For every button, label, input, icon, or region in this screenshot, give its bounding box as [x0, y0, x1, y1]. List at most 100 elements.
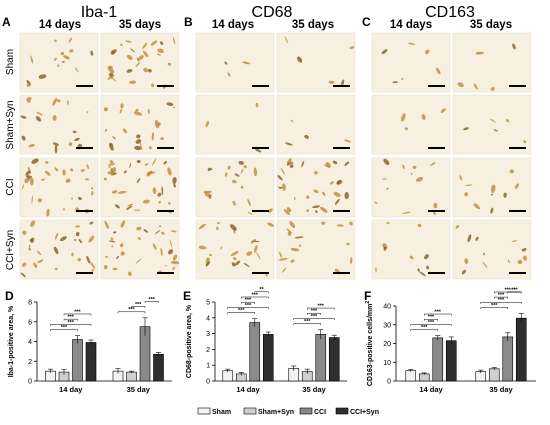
- panel-C-col-right: 35 days: [470, 19, 512, 31]
- scale-bar: [428, 85, 445, 87]
- y-tick-label: 2: [28, 359, 32, 366]
- scale-bar: [333, 85, 350, 87]
- micrograph-cd68-14d-cci: [195, 157, 275, 218]
- error-bar: [265, 331, 271, 337]
- significance-label: **: [259, 287, 264, 293]
- micrograph-cd68-14d-cci-syn: [195, 219, 275, 280]
- bar-sham-syn-1: [488, 368, 500, 382]
- significance-label: ***: [428, 315, 435, 321]
- significance-label: ***: [252, 292, 259, 298]
- micrograph-cd163-35d-cci-syn: [452, 219, 532, 280]
- micrograph-cd163-14d-cci: [371, 157, 451, 218]
- panel-A-title: Iba-1: [81, 4, 118, 21]
- panel-A-header: A Iba-1 14 days 35 days: [2, 4, 161, 31]
- significance-label: ***: [128, 307, 135, 313]
- chart-D: D 0 2 4 6 8 Iba-1-positive area, % 14 day 35 day…: [5, 289, 172, 394]
- significance-label: ***: [435, 309, 442, 315]
- error-bar: [129, 370, 134, 374]
- y-tick-label: 2: [206, 347, 210, 354]
- scale-bar: [252, 85, 269, 87]
- micrograph-cd163-14d-sham-syn: [371, 94, 451, 155]
- svg-text:Sham+Syn: Sham+Syn: [258, 409, 294, 416]
- scale-bar: [428, 210, 445, 212]
- error-bar: [238, 372, 244, 376]
- legend-item-cci-syn: CCI+Syn: [335, 407, 379, 416]
- significance-bracket: ***: [424, 309, 452, 316]
- bar-cci-1: [315, 334, 327, 382]
- significance-bracket: ***: [241, 298, 255, 304]
- panel-C-letter: C: [362, 15, 371, 29]
- scale-bar: [76, 272, 93, 274]
- error-bar: [478, 369, 484, 374]
- legend-item-sham-syn: Sham+Syn: [243, 407, 294, 416]
- micrograph-iba1-14d-sham-syn: [19, 94, 99, 155]
- bar-cci-syn-0: [445, 340, 457, 382]
- error-bar: [435, 335, 441, 341]
- error-bar: [75, 335, 80, 344]
- micrograph-iba1-35d-sham: [100, 32, 180, 93]
- significance-bracket: ***: [50, 320, 92, 326]
- panel-B-col-right: 35 days: [292, 19, 334, 31]
- y-axis-label: Iba-1-positive area, %: [8, 305, 15, 377]
- error-bar: [115, 368, 121, 374]
- row-labels: Sham Sham+Syn CCI CCI+Syn: [5, 49, 16, 270]
- panel-C-col-left: 14 days: [390, 19, 432, 31]
- error-bar: [291, 365, 297, 371]
- significance-bracket: ***: [63, 315, 78, 321]
- group-label: 14 day: [236, 385, 260, 394]
- micrograph-cd163-35d-cci: [452, 157, 532, 218]
- error-bar: [448, 336, 454, 345]
- chart-E: E 0 1 2 3 4 5 CD68-positive area, % 14 day 35 day…: [183, 287, 347, 394]
- micrograph-iba1-14d-cci: [19, 157, 99, 218]
- significance-bracket: *: [507, 287, 522, 294]
- micrograph-cd68-14d-sham: [195, 32, 275, 93]
- micrograph-cd163-14d-sham: [371, 32, 451, 93]
- micrograph-iba1-14d-cci-syn: [19, 219, 99, 280]
- y-axis-label: CD68-positive area, %: [186, 304, 193, 378]
- scale-bar: [76, 85, 93, 87]
- bar-cci-syn-1: [515, 317, 527, 382]
- scale-bar: [157, 210, 174, 212]
- significance-bracket: ***: [50, 325, 78, 332]
- error-bar: [48, 368, 53, 374]
- scale-bar: [509, 147, 526, 149]
- significance-label: ***: [304, 319, 311, 325]
- significance-label: ***: [318, 303, 325, 309]
- y-tick-label: 20: [383, 341, 391, 348]
- significance-label: ***: [428, 320, 435, 326]
- micrograph-iba1-14d-sham: [19, 32, 99, 93]
- y-tick-label: 40: [383, 304, 391, 311]
- bar-cci-1: [502, 336, 514, 382]
- bar-cci-syn-1: [328, 337, 340, 382]
- significance-label: ***: [135, 302, 142, 308]
- panel-B-header: B CD68 14 days 35 days: [184, 4, 334, 31]
- significance-label: ***: [238, 308, 245, 314]
- scale-bar: [509, 210, 526, 212]
- micrograph-iba1-35d-cci-syn: [100, 219, 180, 280]
- group-label: 35 day: [489, 385, 513, 394]
- scale-bar: [509, 272, 526, 274]
- scale-bar: [76, 210, 93, 212]
- row-label-sham: Sham: [5, 49, 16, 75]
- error-bar: [61, 369, 67, 375]
- panel-A-col-left: 14 days: [39, 19, 81, 31]
- bar-cci-syn-0: [262, 334, 274, 382]
- significance-bracket: ***: [63, 309, 92, 316]
- y-tick-label: 3: [206, 331, 210, 338]
- significance-label: ***: [311, 314, 318, 320]
- scale-bar: [333, 272, 350, 274]
- y-tick-label: 0: [28, 379, 32, 386]
- group-label: 14 day: [59, 385, 83, 394]
- significance-bracket: ***: [293, 319, 321, 326]
- error-bar: [304, 368, 310, 374]
- y-tick-label: 5: [206, 300, 210, 307]
- scale-bar: [157, 85, 174, 87]
- legend: Sham Sham+Syn CCI CCI+Syn: [197, 407, 379, 416]
- micrograph-grid: [19, 32, 532, 280]
- significance-label: ***: [311, 309, 318, 315]
- significance-bracket: ***: [410, 320, 452, 326]
- legend-item-sham: Sham: [197, 407, 231, 416]
- significance-label: ***: [245, 303, 252, 309]
- row-label-cci-syn: CCI+Syn: [5, 230, 16, 270]
- y-tick-label: 30: [383, 322, 391, 329]
